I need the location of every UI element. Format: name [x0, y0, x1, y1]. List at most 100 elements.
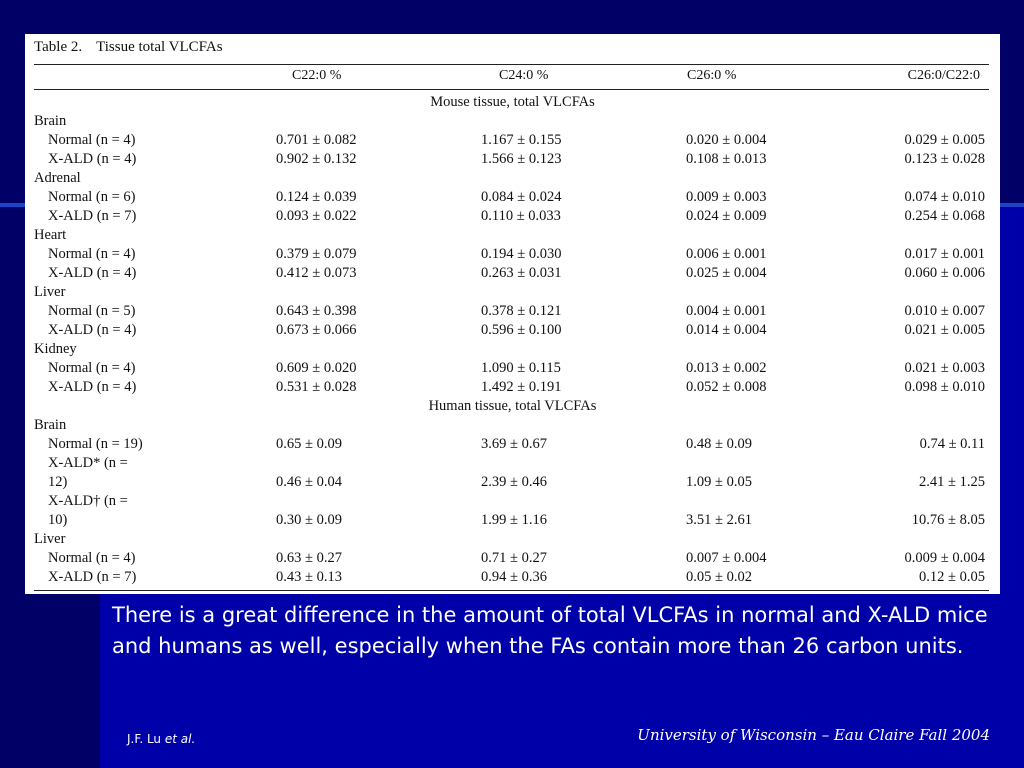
table-cell: 0.378 ± 0.121 [481, 303, 562, 319]
table-cell: 0.701 ± 0.082 [276, 132, 357, 148]
table-cell: 0.673 ± 0.066 [276, 322, 357, 338]
table-cell: 0.004 ± 0.001 [686, 303, 767, 319]
table-rule-top [34, 64, 989, 65]
row-label: Normal (n = 5) [48, 303, 136, 319]
row-label: Normal (n = 6) [48, 189, 136, 205]
row-label: Normal (n = 4) [48, 132, 136, 148]
table-cell: 0.94 ± 0.36 [481, 569, 547, 585]
author-credit: J.F. Lu et al. [127, 732, 195, 746]
table-cell: 0.009 ± 0.003 [686, 189, 767, 205]
table-cell: 0.412 ± 0.073 [276, 265, 357, 281]
table-cell: 0.46 ± 0.04 [276, 474, 342, 490]
section-title: Human tissue, total VLCFAs [428, 398, 597, 414]
table-cell: 0.124 ± 0.039 [276, 189, 357, 205]
table-cell: 0.263 ± 0.031 [481, 265, 562, 281]
table-cell: 0.63 ± 0.27 [276, 550, 342, 566]
table-cell: 0.74 ± 0.11 [919, 436, 985, 452]
row-label: X-ALD (n = 4) [48, 379, 137, 395]
table-cell: 0.013 ± 0.002 [686, 360, 767, 376]
row-label: X-ALD (n = 7) [48, 569, 137, 585]
row-label: X-ALD (n = 4) [48, 322, 137, 338]
table-cell: 0.254 ± 0.068 [904, 208, 985, 224]
table-cell: 0.48 ± 0.09 [686, 436, 752, 452]
group-name: Brain [34, 113, 67, 129]
footer-university: University of Wisconsin – Eau Claire Fal… [637, 726, 990, 744]
group-name: Liver [34, 531, 66, 547]
table-cell: 3.51 ± 2.61 [686, 512, 752, 528]
table-cell: 0.098 ± 0.010 [904, 379, 985, 395]
table-cell: 0.093 ± 0.022 [276, 208, 357, 224]
table-cell: 0.609 ± 0.020 [276, 360, 357, 376]
table-cell: 2.41 ± 1.25 [919, 474, 985, 490]
group-name: Heart [34, 227, 67, 243]
table-cell: 0.531 ± 0.028 [276, 379, 357, 395]
column-header: C26:0/C22:0 [907, 68, 980, 83]
table-cell: 0.30 ± 0.09 [276, 512, 342, 528]
column-header: C26:0 % [687, 68, 737, 83]
row-label: Normal (n = 4) [48, 246, 136, 262]
table-cell: 0.108 ± 0.013 [686, 151, 767, 167]
row-label: X-ALD (n = 4) [48, 151, 137, 167]
table-cell: 0.902 ± 0.132 [276, 151, 357, 167]
table-cell: 0.110 ± 0.033 [481, 208, 561, 224]
table-cell: 0.643 ± 0.398 [276, 303, 357, 319]
table-cell: 0.021 ± 0.003 [904, 360, 985, 376]
group-name: Brain [34, 417, 67, 433]
table-cell: 2.39 ± 0.46 [481, 474, 547, 490]
table-cell: 0.43 ± 0.13 [276, 569, 342, 585]
group-name: Adrenal [34, 170, 81, 186]
table-cell: 0.71 ± 0.27 [481, 550, 547, 566]
table-label: Table 2. [34, 39, 83, 55]
row-label: X-ALD (n = 4) [48, 265, 137, 281]
table-cell: 1.090 ± 0.115 [481, 360, 561, 376]
credit-etal: et al. [164, 732, 196, 746]
table-cell: 0.123 ± 0.028 [904, 151, 985, 167]
row-label: X-ALD (n = 7) [48, 208, 137, 224]
column-header: C22:0 % [292, 68, 342, 83]
table-cell: 0.65 ± 0.09 [276, 436, 342, 452]
section-title: Mouse tissue, total VLCFAs [430, 94, 595, 110]
table-cell: 10.76 ± 8.05 [911, 512, 985, 528]
table-title: Tissue total VLCFAs [96, 39, 223, 55]
table-cell: 0.017 ± 0.001 [904, 246, 985, 262]
table-cell: 0.379 ± 0.079 [276, 246, 357, 262]
group-name: Kidney [34, 341, 77, 357]
table-cell: 0.014 ± 0.004 [686, 322, 767, 338]
table-cell: 0.024 ± 0.009 [686, 208, 767, 224]
table-cell: 1.167 ± 0.155 [481, 132, 562, 148]
table-cell: 1.492 ± 0.191 [481, 379, 562, 395]
table-cell: 0.052 ± 0.008 [686, 379, 767, 395]
credit-author: J.F. Lu [127, 732, 162, 746]
table-rule-bottom [34, 590, 989, 591]
table-cell: 3.69 ± 0.67 [481, 436, 547, 452]
table-cell: 0.060 ± 0.006 [904, 265, 985, 281]
table-cell: 0.025 ± 0.004 [686, 265, 767, 281]
table-cell: 0.12 ± 0.05 [919, 569, 985, 585]
row-label: Normal (n = 4) [48, 550, 136, 566]
table-cell: 0.021 ± 0.005 [904, 322, 985, 338]
table-cell: 0.194 ± 0.030 [481, 246, 562, 262]
row-label-continuation: 12) [48, 474, 68, 490]
table-cell: 0.05 ± 0.02 [686, 569, 752, 585]
group-name: Liver [34, 284, 66, 300]
row-label: Normal (n = 19) [48, 436, 143, 452]
table-cell: 1.09 ± 0.05 [686, 474, 752, 490]
table-cell: 0.074 ± 0.010 [904, 189, 985, 205]
table-figure: Table 2. Tissue total VLCFAs C22:0 % C24:… [25, 34, 1000, 594]
table-cell: 1.99 ± 1.16 [481, 512, 547, 528]
table-cell: 0.010 ± 0.007 [904, 303, 985, 319]
table-cell: 1.566 ± 0.123 [481, 151, 562, 167]
row-label-continuation: 10) [48, 512, 68, 528]
column-header: C24:0 % [499, 68, 549, 83]
slide-body-text: There is a great difference in the amoun… [112, 603, 988, 658]
row-label: X-ALD* (n = [48, 455, 128, 471]
table-cell: 0.084 ± 0.024 [481, 189, 562, 205]
table-caption: Table 2. Tissue total VLCFAs [34, 39, 223, 56]
table-cell: 0.029 ± 0.005 [904, 132, 985, 148]
table-rule-header [34, 89, 989, 90]
row-label: X-ALD† (n = [48, 493, 128, 509]
table-cell: 0.009 ± 0.004 [904, 550, 985, 566]
row-label: Normal (n = 4) [48, 360, 136, 376]
table-cell: 0.007 ± 0.004 [686, 550, 767, 566]
table-cell: 0.596 ± 0.100 [481, 322, 562, 338]
